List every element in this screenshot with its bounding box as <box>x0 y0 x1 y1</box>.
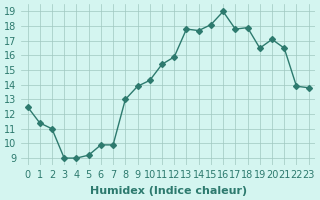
X-axis label: Humidex (Indice chaleur): Humidex (Indice chaleur) <box>90 186 247 196</box>
